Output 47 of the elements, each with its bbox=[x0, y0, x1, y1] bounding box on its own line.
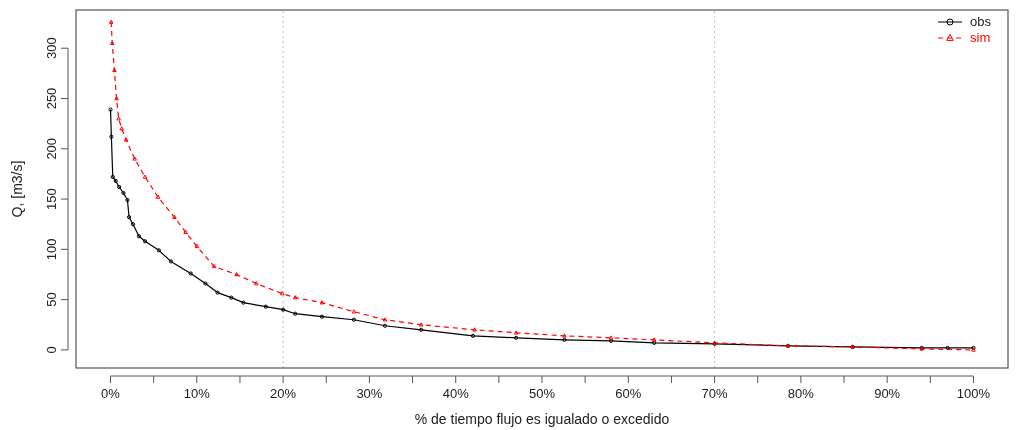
x-tick-label: 40% bbox=[442, 386, 470, 401]
point bbox=[382, 317, 388, 322]
y-tick-label: 250 bbox=[44, 87, 59, 110]
point bbox=[319, 300, 325, 305]
x-tick-label: 20% bbox=[270, 386, 297, 401]
y-tick-label: 300 bbox=[44, 37, 59, 60]
point bbox=[279, 291, 285, 296]
point bbox=[211, 264, 217, 269]
x-tick-label: 10% bbox=[183, 386, 211, 401]
legend-label: sim bbox=[970, 30, 991, 45]
point bbox=[183, 229, 188, 235]
point bbox=[109, 40, 115, 45]
point bbox=[418, 322, 424, 327]
y-tick-label: 150 bbox=[44, 188, 59, 210]
x-tick-label: 0% bbox=[101, 386, 121, 401]
point bbox=[114, 96, 119, 101]
point bbox=[123, 137, 129, 142]
point bbox=[472, 327, 477, 332]
y-tick-label: 100 bbox=[44, 238, 59, 261]
y-tick-label: 200 bbox=[44, 137, 59, 160]
y-tick-label: 0 bbox=[44, 346, 59, 354]
x-tick-label: 60% bbox=[615, 386, 642, 401]
legend-label: obs bbox=[970, 14, 992, 29]
x-tick-label: 100% bbox=[956, 386, 991, 401]
point bbox=[351, 309, 357, 314]
y-axis-title: Q, [m3/s] bbox=[9, 160, 25, 218]
point bbox=[112, 67, 117, 73]
point bbox=[155, 194, 161, 199]
x-axis-title: % de tiempo flujo es igualado o excedido bbox=[414, 411, 670, 427]
point bbox=[234, 272, 239, 277]
point bbox=[254, 281, 259, 286]
point bbox=[172, 214, 177, 219]
point bbox=[108, 19, 114, 24]
point bbox=[194, 243, 200, 249]
point bbox=[119, 126, 124, 131]
point bbox=[142, 174, 148, 179]
x-tick-label: 30% bbox=[356, 386, 383, 401]
point bbox=[116, 116, 121, 121]
y-tick-label: 50 bbox=[44, 292, 59, 307]
point bbox=[562, 333, 567, 338]
point bbox=[513, 330, 519, 335]
point bbox=[292, 295, 298, 300]
x-tick-label: 70% bbox=[701, 386, 729, 401]
x-tick-label: 80% bbox=[787, 386, 815, 401]
point bbox=[132, 156, 137, 161]
x-tick-label: 90% bbox=[874, 386, 901, 401]
x-tick-label: 50% bbox=[528, 386, 556, 401]
